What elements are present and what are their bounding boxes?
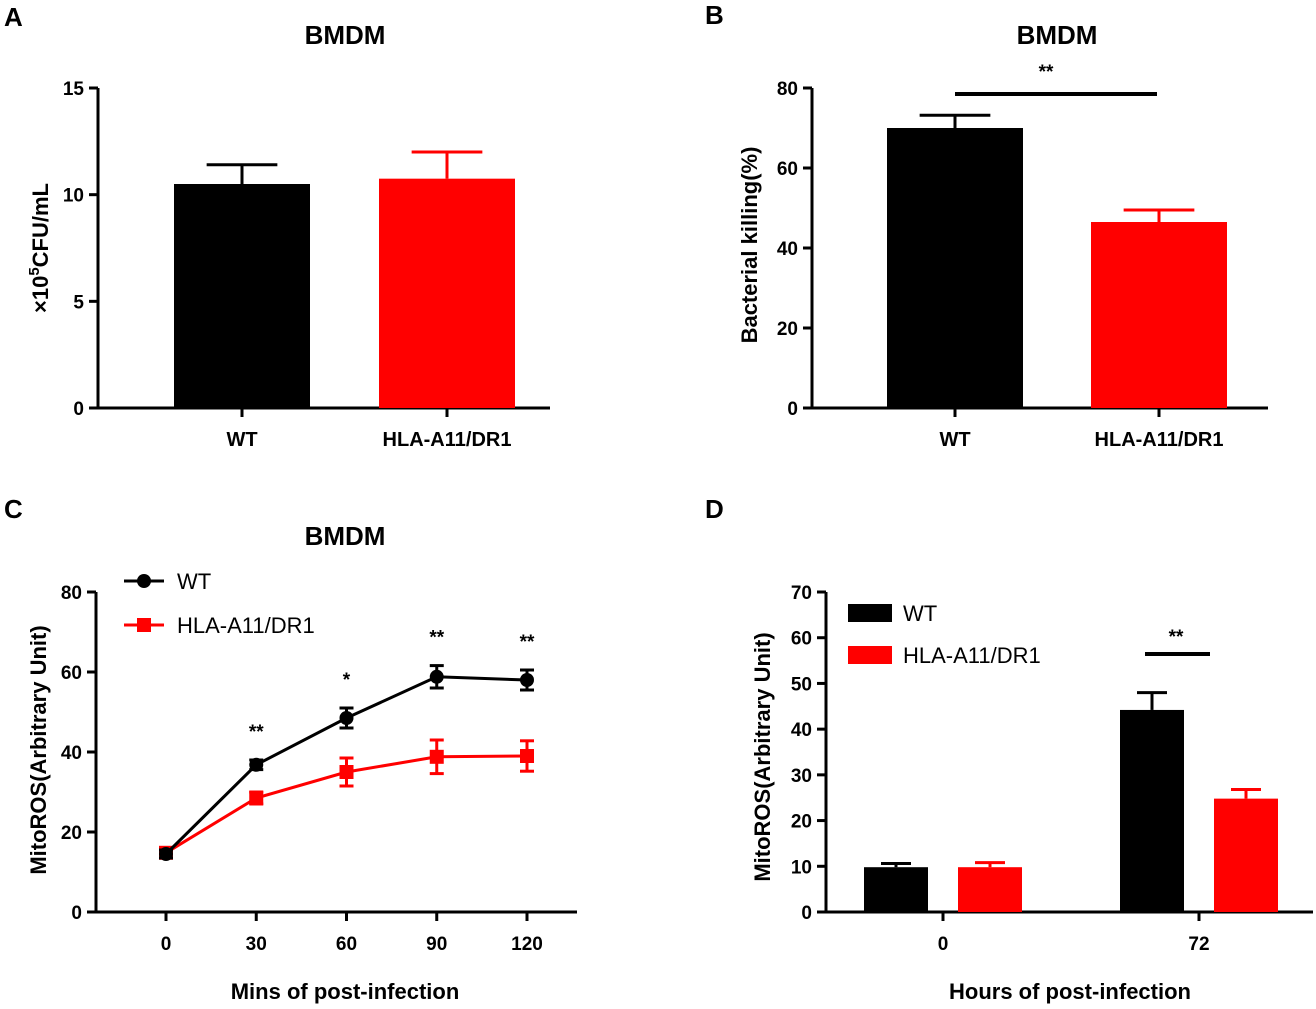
panel-d-legend-swatch — [848, 646, 892, 664]
panel-a-y-tick-label: 5 — [73, 292, 84, 313]
panel-d-y-tick-label: 20 — [791, 812, 812, 833]
panel-c-x-tick-label: 30 — [246, 934, 267, 955]
panel-c-data-point — [249, 791, 264, 805]
panel-d-x-tick-label: 72 — [1188, 934, 1209, 955]
panel-d-y-axis-label: MitoROS(Arbitrary Unit) — [750, 632, 775, 881]
panel-c-significance-mark: * — [343, 670, 351, 691]
panel-c-data-point — [429, 749, 444, 764]
panel-d-bar — [1214, 798, 1278, 912]
panel-c-x-axis-label: Mins of post-infection — [231, 979, 460, 1004]
panel-a-bar — [379, 178, 515, 408]
panel-d-bar — [864, 867, 928, 912]
panel-c-y-tick-label: 60 — [61, 663, 82, 684]
panel-d-letter: D — [705, 494, 724, 524]
panel-d-legend-label: HLA-A11/DR1 — [903, 643, 1041, 668]
panel-d-y-tick-label: 60 — [791, 629, 812, 650]
panel-c-data-point — [249, 757, 264, 772]
panel-d-y-tick-label: 40 — [791, 720, 812, 741]
panel-d-legend-label: WT — [903, 601, 937, 626]
panel-c-data-point — [159, 847, 173, 861]
panel-c-x-tick-label: 60 — [336, 934, 357, 955]
panel-b-category-label: HLA-A11/DR1 — [1095, 429, 1224, 451]
panel-a: A BMDM ×105CFU/mL 0 5 10 15 WT HLA-A11/DR1 — [4, 2, 550, 451]
panel-d-bar — [958, 867, 1022, 912]
panel-b-y-tick-label: 20 — [777, 319, 798, 340]
panel-b-bar — [887, 128, 1023, 408]
panel-c-y-tick-label: 80 — [61, 583, 82, 604]
panel-c-data-point — [520, 749, 534, 763]
panel-c-y-tick-label: 20 — [61, 823, 82, 844]
panel-c-data-point — [339, 711, 354, 725]
panel-c-y-axis-label: MitoROS(Arbitrary Unit) — [26, 625, 51, 874]
panel-c-x-tick-label: 120 — [511, 934, 543, 955]
panel-d-x-tick-label: 0 — [938, 934, 949, 955]
panel-d-significance-mark: ** — [1169, 627, 1184, 648]
panel-a-bar — [174, 184, 310, 408]
panel-c-significance-mark: ** — [249, 722, 264, 743]
panel-d-y-tick-label: 50 — [791, 674, 812, 695]
panel-a-title: BMDM — [305, 20, 386, 50]
panel-a-y-tick-label: 15 — [63, 79, 85, 100]
panel-c-letter: C — [4, 494, 23, 524]
panel-a-letter: A — [4, 2, 23, 32]
panel-c-legend-label: HLA-A11/DR1 — [177, 613, 315, 638]
panel-c-data-point — [339, 765, 354, 779]
panel-b-bar — [1091, 222, 1227, 408]
panel-c: C BMDM MitoROS(Arbitrary Unit) Mins of p… — [4, 494, 577, 1004]
panel-c-legend-marker — [137, 618, 151, 632]
panel-d-x-axis-label: Hours of post-infection — [949, 979, 1191, 1004]
panel-a-y-tick-label: 0 — [73, 399, 84, 420]
panel-b-y-axis-label: Bacterial killing(%) — [737, 147, 762, 344]
panel-d-bar — [1120, 709, 1184, 912]
panel-c-data-point — [429, 669, 444, 684]
panel-d: D MitoROS(Arbitrary Unit) Hours of post-… — [705, 494, 1313, 1004]
panel-d-y-tick-label: 10 — [791, 857, 812, 878]
panel-d-legend-swatch — [848, 604, 892, 622]
panel-c-legend-marker — [137, 574, 151, 588]
panel-b-letter: B — [705, 0, 724, 30]
panel-c-x-tick-label: 0 — [161, 934, 172, 955]
panel-d-y-tick-label: 30 — [791, 766, 812, 787]
panel-c-significance-mark: ** — [429, 628, 444, 649]
panel-c-title: BMDM — [305, 521, 386, 551]
panel-c-significance-mark: ** — [520, 632, 535, 653]
panel-b-y-tick-label: 0 — [787, 399, 798, 420]
panel-b-y-tick-label: 60 — [777, 159, 798, 180]
panel-c-y-tick-label: 40 — [61, 743, 82, 764]
panel-b-significance-mark: ** — [1039, 62, 1054, 83]
panel-d-y-tick-label: 70 — [791, 583, 812, 604]
panel-c-legend-label: WT — [177, 569, 211, 594]
panel-b: B BMDM Bacterial killing(%) 0 20 40 60 80 WT H… — [705, 0, 1268, 451]
panel-b-y-tick-label: 80 — [777, 79, 798, 100]
panel-a-category-label: HLA-A11/DR1 — [383, 429, 512, 451]
panel-d-y-tick-label: 0 — [801, 903, 812, 924]
panel-c-y-tick-label: 0 — [71, 903, 82, 924]
panel-c-x-tick-label: 90 — [426, 934, 447, 955]
panel-c-data-point — [520, 673, 534, 687]
panel-b-title: BMDM — [1017, 20, 1098, 50]
panel-b-y-tick-label: 40 — [777, 239, 798, 260]
panel-a-category-label: WT — [226, 429, 257, 451]
panel-a-y-tick-label: 10 — [63, 186, 84, 207]
panel-b-category-label: WT — [939, 429, 970, 451]
panel-a-y-axis-label: ×105CFU/mL — [26, 183, 53, 313]
